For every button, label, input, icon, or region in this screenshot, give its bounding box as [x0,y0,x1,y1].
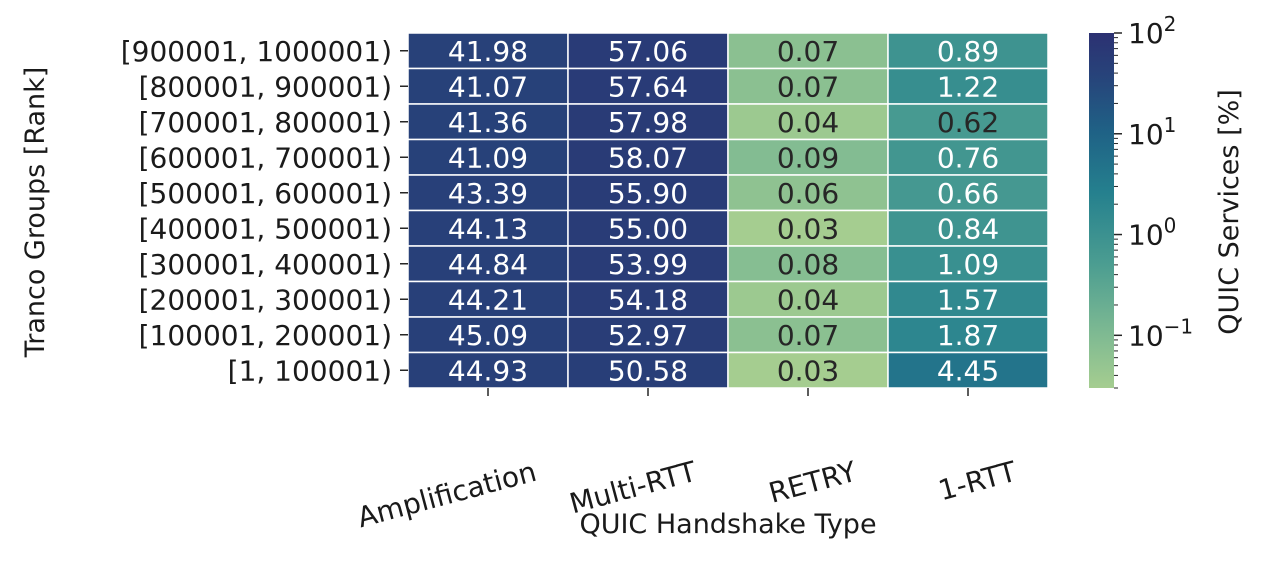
x-tick-label: RETRY [765,455,860,510]
cell-value-label: 41.36 [448,106,528,139]
cell-value-label: 41.98 [448,35,528,68]
heatmap-cell [887,32,1049,70]
cell-value-label: 0.07 [777,319,839,352]
colorbar-ticks: 102 101 100 10−1 [1114,12,1193,389]
y-tick-label: [800001, 900001) [139,70,392,103]
heatmap-cell [727,280,889,318]
colorbar-gradient [1089,33,1114,388]
colorbar-tick-label: 100 [1128,214,1176,252]
cell-value-label: 0.62 [937,106,999,139]
cell-value-label: 55.90 [608,177,688,210]
y-tick-label: [200001, 300001) [139,283,392,316]
y-tick-label: [600001, 700001) [139,141,392,174]
heatmap-cell [407,351,569,389]
heatmap-cell [567,67,729,105]
heatmap-cells [407,32,1049,389]
y-axis-title: Tranco Groups [Rank] [20,67,51,359]
cell-value-label: 50.58 [608,354,688,387]
cell-value-label: 55.00 [608,212,688,245]
colorbar-label: QUIC Services [%] [1214,89,1245,335]
heatmap-cell [887,103,1049,141]
y-tick-label: [100001, 200001) [139,319,392,352]
cell-value-label: 0.04 [777,283,839,316]
cell-value-label: 0.09 [777,141,839,174]
heatmap-cell [727,174,889,212]
cell-value-label: 0.66 [937,177,999,210]
cell-value-label: 58.07 [608,141,688,174]
cell-value-label: 44.84 [448,248,528,281]
cell-value-label: 44.13 [448,212,528,245]
colorbar-tick-label: 10−1 [1128,314,1193,352]
cell-value-label: 0.07 [777,70,839,103]
cell-value-label: 54.18 [608,283,688,316]
cell-value-label: 0.84 [937,212,999,245]
heatmap-cell [727,209,889,247]
cell-value-label: 0.07 [777,35,839,68]
heatmap-cell [407,209,569,247]
cell-value-label: 1.87 [937,319,999,352]
x-tick-label: Amplification [354,455,540,534]
colorbar-tick-label: 101 [1128,113,1176,151]
colorbar: 102 101 100 10−1 QUIC Services [%] [1089,12,1245,389]
y-tick-label: [400001, 500001) [139,212,392,245]
cell-value-label: 57.98 [608,106,688,139]
heatmap-cell [567,174,729,212]
heatmap-cell [567,209,729,247]
y-tick-label: [700001, 800001) [139,106,392,139]
heatmap-cell [567,32,729,70]
cell-value-label: 44.21 [448,283,528,316]
cell-value-label: 41.09 [448,141,528,174]
cell-value-label: 45.09 [448,319,528,352]
y-tick-label: [900001, 1000001) [121,35,392,68]
cell-value-label: 0.03 [777,212,839,245]
heatmap-cell [407,280,569,318]
colorbar-tick-label: 102 [1128,12,1176,50]
cell-value-label: 52.97 [608,319,688,352]
heatmap-cell [887,174,1049,212]
heatmap-cell [887,316,1049,354]
cell-value-label: 53.99 [608,248,688,281]
cell-value-label: 1.57 [937,283,999,316]
x-axis-title: QUIC Handshake Type [579,509,876,540]
cell-value-label: 41.07 [448,70,528,103]
cell-value-label: 0.89 [937,35,999,68]
cell-value-label: 57.06 [608,35,688,68]
heatmap-cell [567,138,729,176]
x-tick-label: 1-RTT [935,455,1021,508]
cell-value-label: 0.06 [777,177,839,210]
heatmap-cell [887,351,1049,389]
cell-value-label: 43.39 [448,177,528,210]
cell-value-label: 0.08 [777,248,839,281]
cell-value-label: 0.76 [937,141,999,174]
y-tick-label: [1, 100001) [228,354,392,387]
heatmap-cell [567,103,729,141]
heatmap-cell [727,245,889,283]
heatmap-cell [887,67,1049,105]
cell-value-label: 4.45 [937,354,999,387]
heatmap-cell [887,138,1049,176]
cell-value-label: 57.64 [608,70,688,103]
y-axis: [900001, 1000001)[800001, 900001)[700001… [121,35,408,387]
y-tick-label: [300001, 400001) [139,248,392,281]
heatmap-cell [887,209,1049,247]
cell-value-label: 0.03 [777,354,839,387]
cell-value-label: 0.04 [777,106,839,139]
cell-value-label: 44.93 [448,354,528,387]
y-tick-label: [500001, 600001) [139,177,392,210]
heatmap-cell [887,245,1049,283]
cell-value-label: 1.22 [937,70,999,103]
cell-value-label: 1.09 [937,248,999,281]
heatmap-cell-labels: 41.98 57.06 0.07 0.89 41.07 57.64 0.07 1.22 41.3… [448,35,999,388]
